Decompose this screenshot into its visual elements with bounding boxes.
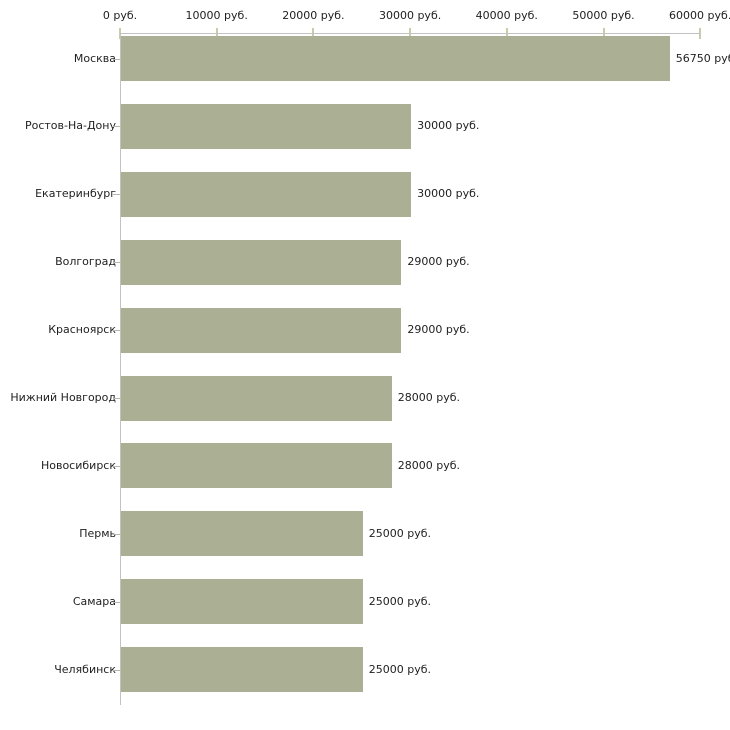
category-tick-mark (113, 465, 120, 467)
category-tick-mark (113, 533, 120, 535)
category-label: Пермь (79, 526, 116, 540)
category-tick-mark (113, 601, 120, 603)
category-label: Волгоград (55, 255, 116, 269)
bar (121, 579, 363, 625)
value-label: 25000 руб. (368, 594, 432, 608)
y-axis-line (120, 33, 121, 705)
bar (121, 375, 392, 421)
category-tick-mark (113, 194, 120, 196)
category-label: Ростов-На-Дону (24, 119, 116, 133)
bar (121, 647, 363, 693)
bar (121, 239, 402, 285)
value-label: 30000 руб. (417, 187, 480, 201)
bar (121, 443, 392, 489)
category-tick-mark (113, 669, 120, 671)
x-axis-tick-label: 0 руб. (102, 9, 138, 22)
value-label: 29000 руб. (407, 323, 470, 337)
value-label: 28000 руб. (397, 391, 461, 404)
category-tick-mark (113, 330, 120, 332)
x-axis-tick-label: 10000 руб. (185, 9, 248, 22)
bar (121, 171, 412, 217)
x-axis-line (120, 33, 702, 34)
category-tick-mark (113, 126, 120, 128)
value-label: 30000 руб. (417, 119, 480, 133)
bar (121, 36, 670, 81)
category-label: Нижний Новгород (10, 391, 116, 404)
x-axis-tick-label: 40000 руб. (475, 9, 538, 22)
category-tick-mark (113, 262, 120, 264)
x-axis-tick-label: 60000 руб. (669, 9, 730, 22)
x-axis-tick-label: 20000 руб. (282, 9, 345, 22)
bar (121, 307, 402, 353)
category-label: Челябинск (54, 662, 116, 676)
bar (121, 103, 412, 149)
category-label: Екатеринбург (35, 187, 116, 201)
bar (121, 511, 363, 557)
value-label: 29000 руб. (407, 255, 470, 269)
category-label: Москва (73, 51, 116, 65)
category-label: Самара (72, 594, 116, 608)
x-axis-tick-label: 30000 руб. (378, 9, 442, 22)
value-label: 25000 руб. (368, 662, 432, 676)
value-label: 28000 руб. (397, 458, 461, 472)
category-tick-mark (113, 398, 120, 399)
value-label: 25000 руб. (368, 526, 432, 540)
x-axis-tick-label: 50000 руб. (572, 9, 635, 22)
value-label: 56750 руб (675, 51, 730, 65)
category-label: Новосибирск (40, 458, 116, 472)
category-label: Красноярск (48, 323, 116, 337)
category-tick-mark (113, 58, 120, 60)
